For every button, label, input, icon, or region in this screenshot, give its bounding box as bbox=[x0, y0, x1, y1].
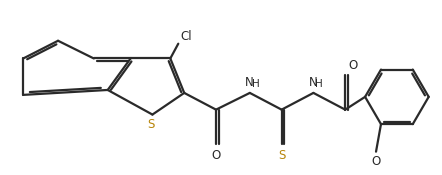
Text: H: H bbox=[316, 79, 323, 89]
Text: N: N bbox=[309, 76, 317, 89]
Text: S: S bbox=[278, 149, 285, 162]
Text: H: H bbox=[252, 79, 259, 89]
Text: O: O bbox=[211, 149, 221, 162]
Text: O: O bbox=[348, 59, 358, 72]
Text: N: N bbox=[245, 76, 254, 89]
Text: O: O bbox=[371, 155, 381, 168]
Text: S: S bbox=[147, 118, 154, 131]
Text: Cl: Cl bbox=[180, 30, 192, 43]
